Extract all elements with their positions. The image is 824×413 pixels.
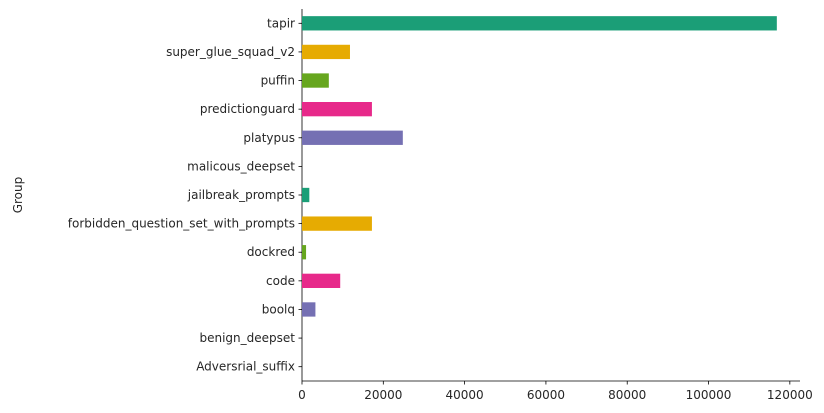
bar-code [302, 273, 341, 288]
bar-puffin [302, 73, 329, 88]
x-tick-label: 60000 [527, 388, 565, 402]
y-tick-label: super_glue_squad_v2 [166, 45, 295, 59]
x-tick-label: 40000 [446, 388, 484, 402]
y-tick-label: jailbreak_prompts [187, 188, 295, 202]
y-tick-label: code [266, 274, 295, 288]
x-tick-label: 120000 [767, 388, 813, 402]
x-tick-label: 20000 [364, 388, 402, 402]
y-tick-label: dockred [247, 245, 295, 259]
y-tick-label: malicous_deepset [187, 159, 295, 173]
x-ticks-layer: 0 20000 40000 60000 80000 100000 120000 [298, 381, 813, 402]
bar-forbidden_question_set_with_prompts [302, 216, 372, 231]
y-tick-label: tapir [267, 16, 295, 30]
bar-jailbreak_prompts [302, 187, 310, 203]
x-tick-label: 0 [298, 388, 306, 402]
bars-layer [302, 16, 777, 317]
y-tick-label: boolq [262, 302, 295, 316]
bar-dockred [302, 245, 307, 260]
y-tick-label: Adversrial_suffix [196, 360, 295, 374]
bar-super_glue_squad_v2 [302, 44, 350, 60]
bar-tapir [302, 16, 777, 31]
x-tick-label: 100000 [686, 388, 732, 402]
x-tick-label: 80000 [608, 388, 646, 402]
bar-predictionguard [302, 102, 372, 117]
y-tick-label: platypus [243, 131, 295, 145]
y-tick-label: benign_deepset [199, 331, 295, 345]
y-tick-label: puffin [261, 74, 295, 88]
y-tick-label: predictionguard [200, 102, 295, 116]
bar-platypus [302, 130, 403, 145]
bar-boolq [302, 302, 316, 317]
y-tick-label: forbidden_question_set_with_prompts [68, 217, 295, 231]
y-axis-label: Group [11, 177, 25, 214]
